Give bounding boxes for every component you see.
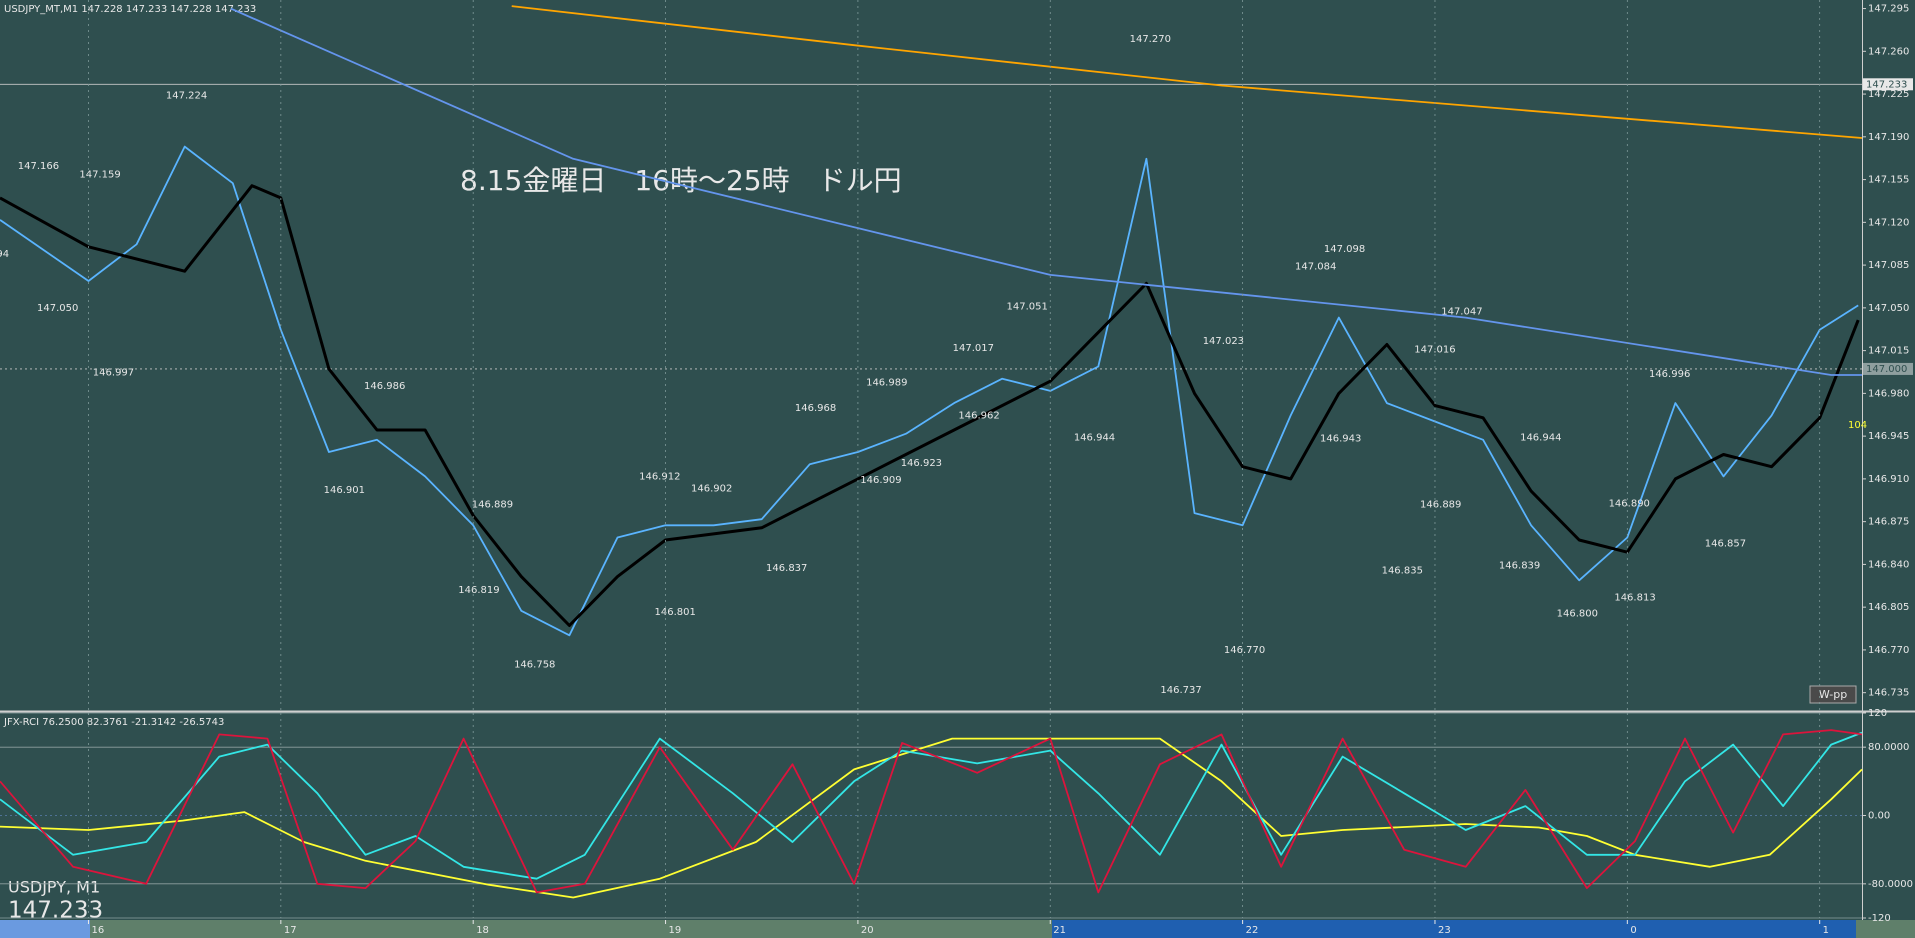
x-tick-label: 23 <box>1438 925 1451 936</box>
price-annotation: 146.986 <box>364 381 405 392</box>
x-tick-label: 20 <box>861 925 874 936</box>
x-tick-label: 16 <box>91 925 104 936</box>
price-annotation: 146.800 <box>1557 608 1598 619</box>
y-tick-label: 146.910 <box>1868 474 1909 485</box>
price-annotation: 146.996 <box>1649 369 1690 380</box>
price-annotation: 146.912 <box>639 471 680 482</box>
price-annotation: 147.084 <box>1295 261 1336 272</box>
y-tick-label: 146.805 <box>1868 602 1909 613</box>
price-marker-label: 147.000 <box>1866 364 1907 375</box>
price-annotation: 146.857 <box>1705 539 1746 550</box>
y-tick-label: -120 <box>1868 913 1891 924</box>
price-annotation: 146.890 <box>1609 498 1650 509</box>
price-annotation: 147.166 <box>18 161 59 172</box>
price-marker <box>1863 362 1913 375</box>
y-tick-label: 147.120 <box>1868 217 1909 228</box>
price-annotation: 146.889 <box>1420 500 1461 511</box>
y-tick-label: 147.190 <box>1868 132 1909 143</box>
button[interactable] <box>1809 685 1857 704</box>
price-annotation: 146.968 <box>795 403 836 414</box>
y-tick-label: 147.085 <box>1868 260 1909 271</box>
price-annotation: 146.962 <box>958 410 999 421</box>
price-annotation: 147.094 <box>0 249 9 260</box>
price-marker <box>1863 78 1913 91</box>
y-tick-label: 146.875 <box>1868 517 1909 528</box>
button-label[interactable]: W-pp <box>1819 688 1847 701</box>
price-annotation: 146.997 <box>93 368 134 379</box>
time-strip-highlight <box>0 920 90 938</box>
x-tick-label: 21 <box>1053 925 1066 936</box>
price-annotation: 147.159 <box>79 170 120 181</box>
series-line <box>0 729 1863 894</box>
price-annotation: 146.901 <box>324 485 365 496</box>
y-tick-label: 147.260 <box>1868 46 1909 57</box>
y-tick-label: 80.0000 <box>1868 742 1909 753</box>
series-line <box>0 145 1859 637</box>
price-annotation: 146.989 <box>866 377 907 388</box>
chart-title: USDJPY_MT,M1 147.228 147.233 147.228 147… <box>4 4 256 15</box>
price-annotation: 147.051 <box>1006 302 1047 313</box>
x-tick-label: 19 <box>669 925 682 936</box>
y-tick-label: 146.770 <box>1868 645 1909 656</box>
y-tick-label: 0.00 <box>1868 811 1890 822</box>
x-tick-label: 18 <box>476 925 489 936</box>
x-tick-label: 1 <box>1823 925 1829 936</box>
x-tick-label: 22 <box>1246 925 1259 936</box>
price-annotation: 146.801 <box>654 607 695 618</box>
price-annotation: 147.017 <box>953 343 994 354</box>
y-tick-label: 147.015 <box>1868 346 1909 357</box>
series-line <box>511 5 1863 139</box>
price-annotation: 146.837 <box>766 563 807 574</box>
price-annotation: 146.770 <box>1224 645 1265 656</box>
price-marker-label: 147.233 <box>1866 79 1907 90</box>
price-annotation: 146.813 <box>1614 592 1655 603</box>
series-line <box>0 731 1863 880</box>
x-tick-label: 0 <box>1630 925 1636 936</box>
price-annotation: 147.047 <box>1441 307 1482 318</box>
series-line <box>230 7 1862 376</box>
price-annotation: 147.224 <box>166 90 207 101</box>
price-annotation: 146.944 <box>1074 432 1115 443</box>
y-tick-label: 147.155 <box>1868 175 1909 186</box>
y-tick-label: -80.0000 <box>1868 879 1913 890</box>
price-annotation: 146.758 <box>514 660 555 671</box>
series-line <box>0 184 1860 627</box>
y-tick-label: 147.050 <box>1868 303 1909 314</box>
x-tick-label: 17 <box>284 925 297 936</box>
y-tick-label: 146.945 <box>1868 431 1909 442</box>
y-tick-label: 147.295 <box>1868 4 1909 15</box>
price-annotation: 146.819 <box>458 585 499 596</box>
y-tick-label: 146.840 <box>1868 559 1909 570</box>
price-annotation: 147.270 <box>1130 34 1171 45</box>
price-annotation: 146.909 <box>860 475 901 486</box>
price-annotation: 146.902 <box>691 484 732 495</box>
indicator-title: JFX-RCI 76.2500 82.3761 -21.3142 -26.574… <box>3 717 224 728</box>
price-annotation: 147.023 <box>1203 336 1244 347</box>
price-annotation: 146.944 <box>1520 432 1561 443</box>
y-tick-label: 120 <box>1868 708 1887 719</box>
price-annotation: 146.835 <box>1382 566 1423 577</box>
price-annotation: 146.839 <box>1499 561 1540 572</box>
price-annotation: 146.889 <box>472 500 513 511</box>
bid-label: 147.233 <box>8 898 103 924</box>
price-annotation: 147.050 <box>37 303 78 314</box>
y-tick-label: 146.980 <box>1868 388 1909 399</box>
price-annotation: 146.737 <box>1160 685 1201 696</box>
price-annotation: 147.098 <box>1324 244 1365 255</box>
annotation: 8.15金曜日 16時～25時 ドル円 <box>460 164 902 197</box>
price-annotation: 146.923 <box>901 458 942 469</box>
price-annotation: 146.943 <box>1320 434 1361 445</box>
symbol-label: USDJPY, M1 <box>8 878 100 897</box>
marker-label: 104 <box>1848 420 1867 431</box>
y-tick-label: 146.735 <box>1868 688 1909 699</box>
time-strip-highlight <box>1052 920 1856 938</box>
y-tick-label: 147.225 <box>1868 89 1909 100</box>
